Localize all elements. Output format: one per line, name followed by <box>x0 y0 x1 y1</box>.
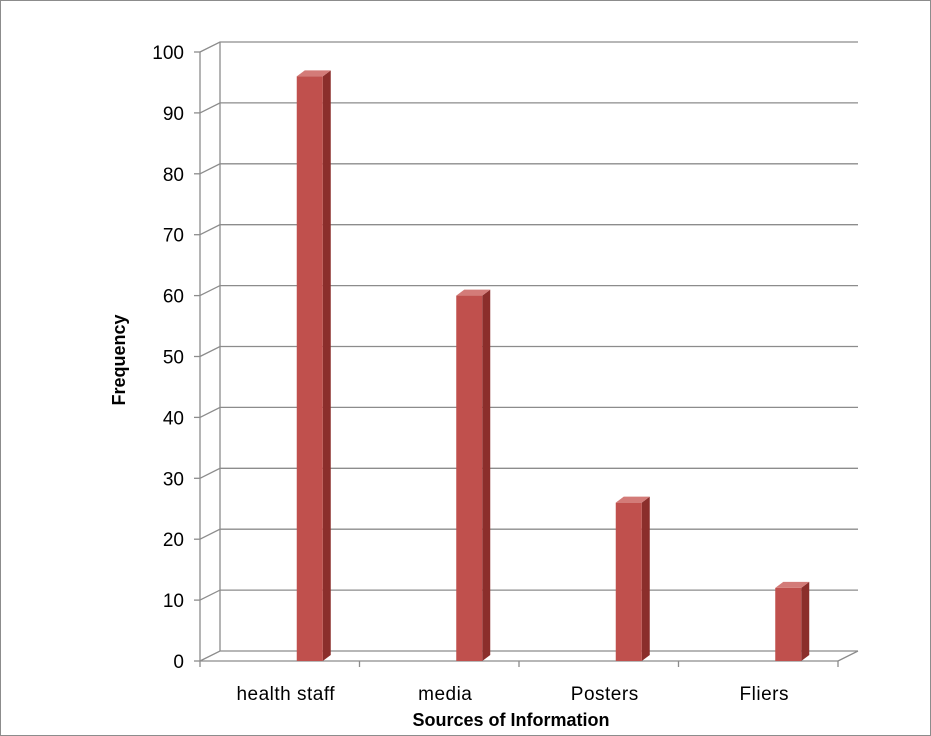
y-tick-label: 80 <box>163 165 184 186</box>
y-axis-title: Frequency <box>109 314 129 405</box>
bar-side <box>641 496 650 661</box>
y-tick-label: 60 <box>163 287 184 308</box>
bar-front <box>296 76 323 662</box>
y-tick-label: 20 <box>163 530 184 551</box>
x-tick-label: media <box>418 684 472 705</box>
bar <box>296 70 331 662</box>
y-tick-label: 50 <box>163 348 184 369</box>
y-tick-label: 10 <box>163 591 184 612</box>
bar-side <box>801 581 810 661</box>
bar-front <box>775 587 802 661</box>
y-tick-label: 40 <box>163 408 184 429</box>
x-tick-label: Fliers <box>740 684 789 705</box>
y-tick-label: 0 <box>173 652 184 673</box>
bar <box>615 496 650 661</box>
bar-side <box>322 70 331 662</box>
bar-top <box>615 496 650 503</box>
x-tick-label: health staff <box>236 684 335 705</box>
y-tick-label: 90 <box>163 104 184 125</box>
y-tick-labels: 0 10 20 30 40 50 60 70 80 90 100 <box>152 43 184 673</box>
axes <box>194 42 859 667</box>
bar-front <box>615 502 642 661</box>
bar <box>775 581 810 661</box>
x-tick-labels: health staff media Posters Fliers <box>236 684 789 705</box>
bar-front <box>456 295 483 661</box>
x-tick-label: Posters <box>571 684 639 705</box>
bar-top <box>775 581 810 588</box>
bar-top <box>296 70 331 77</box>
y-tick-label: 100 <box>152 43 184 64</box>
y-tick-label: 70 <box>163 226 184 247</box>
floor-right-edge <box>837 650 859 662</box>
bar-side <box>482 289 491 661</box>
bars <box>296 70 810 662</box>
x-axis-title: Sources of Information <box>412 710 609 730</box>
bar-top <box>456 289 491 296</box>
gridline <box>199 41 858 53</box>
bar <box>456 289 491 661</box>
y-tick-label: 30 <box>163 469 184 490</box>
